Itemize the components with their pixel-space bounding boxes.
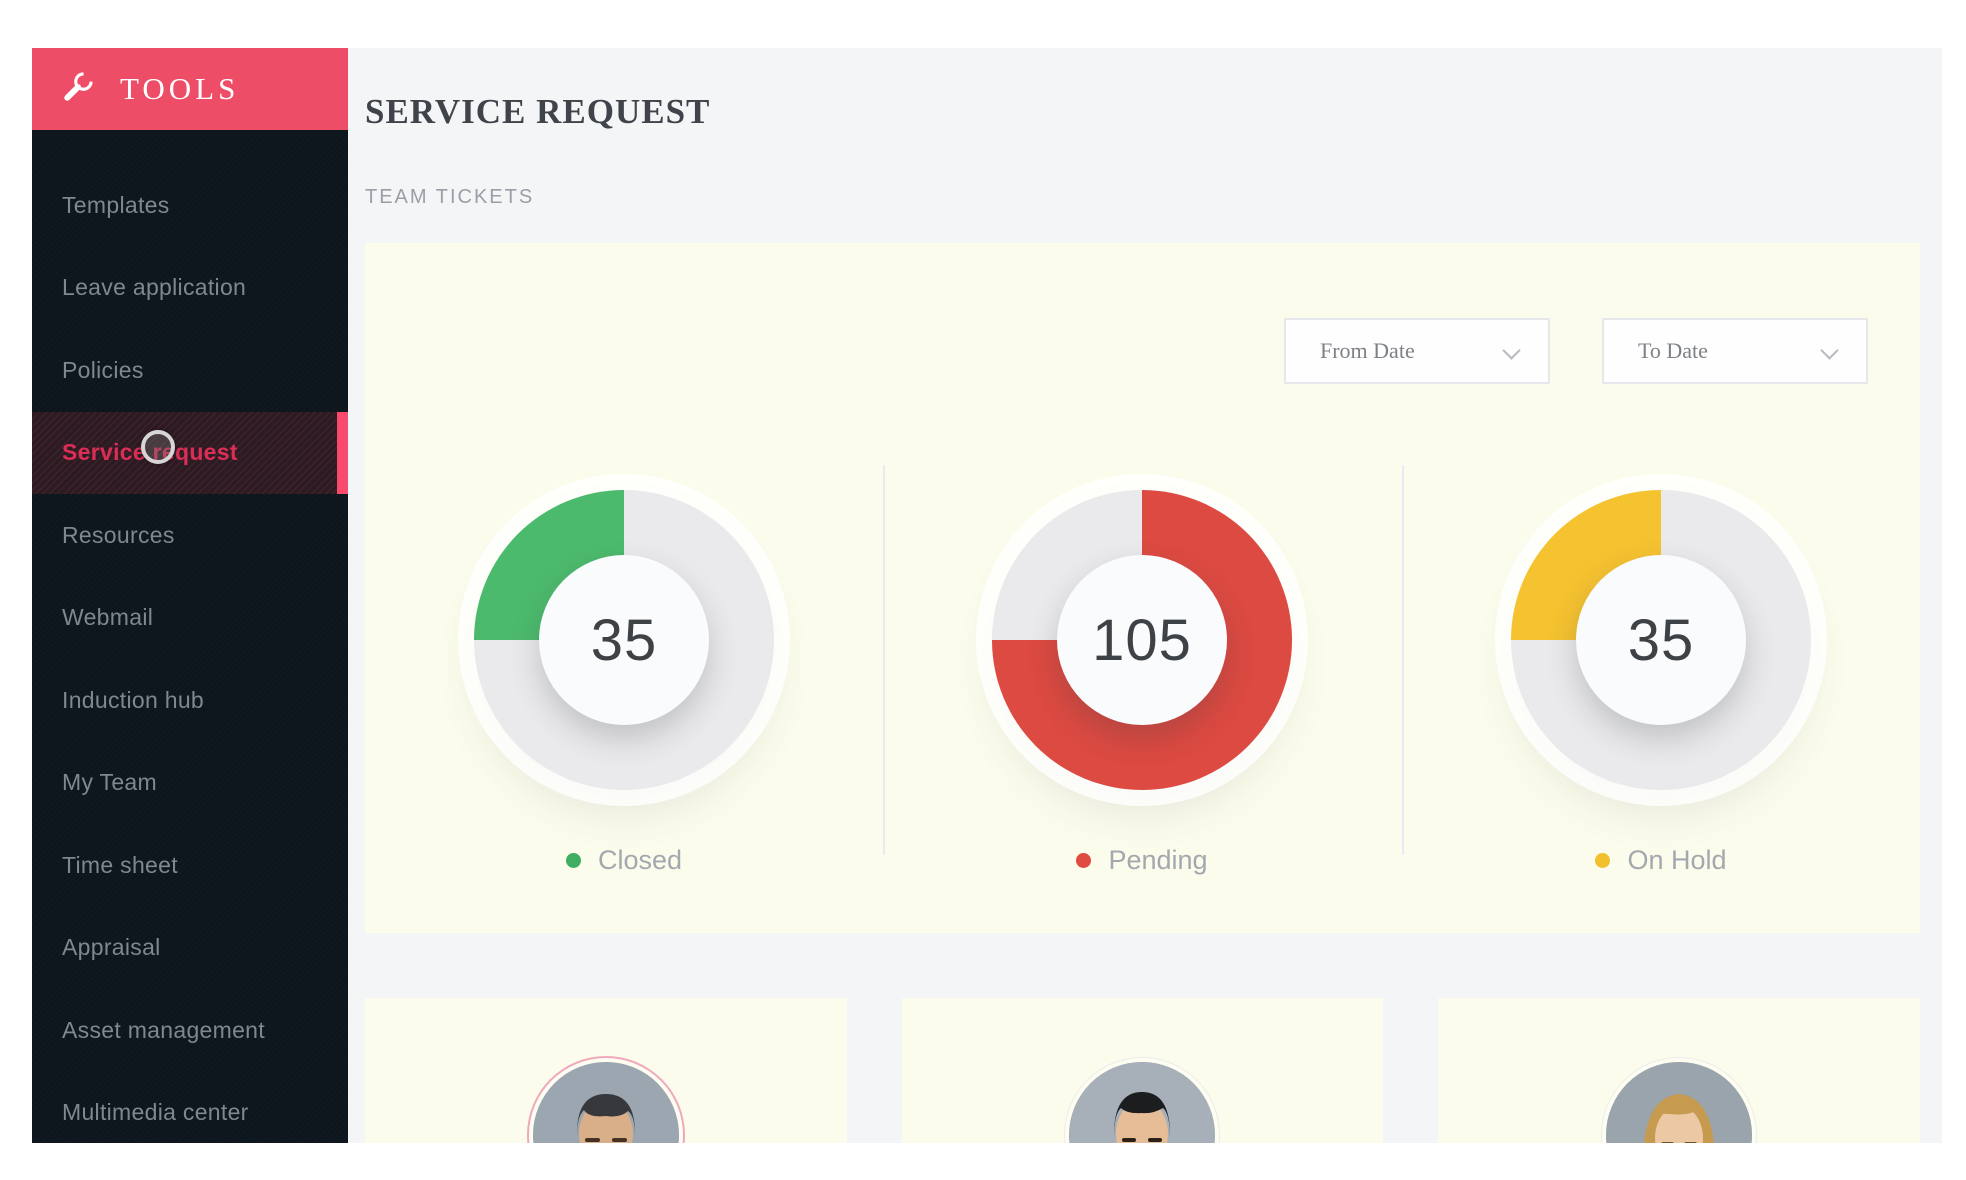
green-legend-dot bbox=[565, 853, 581, 868]
closed-donut-chart: 35 bbox=[474, 490, 774, 790]
onhold-legend: On Hold bbox=[1402, 845, 1920, 876]
sidebar-menu: Templates Leave application Policies Ser… bbox=[32, 164, 348, 1143]
main-content: SERVICE REQUEST TEAM TICKETS From Date T… bbox=[348, 48, 1942, 1143]
male-avatar-black-hair bbox=[1069, 1062, 1216, 1143]
red-legend-dot bbox=[1076, 853, 1092, 868]
onhold-legend-label: On Hold bbox=[1627, 845, 1727, 875]
female-avatar-blonde-hair bbox=[1606, 1062, 1753, 1143]
vertical-divider bbox=[883, 465, 885, 855]
pending-tickets-gauge: 105 Pending bbox=[883, 243, 1401, 933]
donut-inner-circle bbox=[539, 555, 709, 725]
sidebar-item-templates[interactable]: Templates bbox=[62, 191, 170, 218]
onhold-donut-chart: 35 bbox=[1511, 490, 1811, 790]
sidebar-item-my-team[interactable]: My Team bbox=[62, 769, 157, 796]
sidebar-item-service-request[interactable]: Service request bbox=[32, 411, 348, 494]
dashboard-app: TOOLS Templates Leave application Polici… bbox=[32, 48, 1942, 1143]
pending-count: 105 bbox=[1092, 607, 1192, 673]
click-indicator-ring bbox=[141, 430, 175, 464]
sidebar-item-induction-hub[interactable]: Induction hub bbox=[62, 686, 205, 713]
from-date-label: From Date bbox=[1320, 338, 1415, 363]
pending-donut-chart: 105 bbox=[992, 490, 1292, 790]
sidebar-item-resources[interactable]: Resources bbox=[62, 521, 175, 548]
sidebar-header: TOOLS bbox=[32, 48, 348, 130]
sidebar-item-multimedia-center[interactable]: Multimedia center bbox=[62, 1099, 249, 1126]
from-date-dropdown[interactable]: From Date bbox=[1284, 318, 1550, 384]
sidebar-item-asset-management[interactable]: Asset management bbox=[62, 1016, 265, 1043]
to-date-label: To Date bbox=[1638, 338, 1708, 363]
sidebar: TOOLS Templates Leave application Polici… bbox=[32, 48, 348, 1143]
sidebar-item-time-sheet[interactable]: Time sheet bbox=[62, 851, 178, 878]
closed-tickets-gauge: 35 Closed bbox=[365, 243, 883, 933]
to-date-dropdown[interactable]: To Date bbox=[1602, 318, 1868, 384]
sidebar-item-appraisal[interactable]: Appraisal bbox=[62, 934, 161, 961]
onhold-tickets-gauge: 35 On Hold bbox=[1402, 243, 1920, 933]
yellow-legend-dot bbox=[1595, 853, 1611, 868]
page-title: SERVICE REQUEST bbox=[365, 92, 711, 131]
closed-count: 35 bbox=[590, 607, 658, 673]
pending-legend-label: Pending bbox=[1108, 845, 1208, 875]
team-tickets-panel: From Date To Date 35 Closed bbox=[365, 243, 1920, 933]
sidebar-item-webmail[interactable]: Webmail bbox=[62, 604, 154, 631]
vertical-divider bbox=[1402, 465, 1404, 855]
team-member-card[interactable] bbox=[1438, 998, 1920, 1143]
donut-inner-circle bbox=[1576, 555, 1746, 725]
male-avatar-dark-hair bbox=[532, 1062, 679, 1143]
sidebar-item-policies[interactable]: Policies bbox=[62, 356, 144, 383]
sidebar-item-leave-application[interactable]: Leave application bbox=[62, 274, 247, 301]
closed-legend-label: Closed bbox=[597, 845, 683, 875]
team-member-card[interactable] bbox=[365, 998, 847, 1143]
sidebar-title: TOOLS bbox=[120, 71, 240, 106]
closed-legend: Closed bbox=[365, 845, 883, 876]
wrench-icon bbox=[60, 69, 96, 110]
onhold-count: 35 bbox=[1627, 607, 1695, 673]
section-subtitle: TEAM TICKETS bbox=[365, 186, 535, 208]
team-member-card[interactable] bbox=[901, 998, 1384, 1143]
pending-legend: Pending bbox=[883, 845, 1401, 876]
team-member-cards bbox=[365, 998, 1920, 1143]
donut-inner-circle bbox=[1057, 555, 1227, 725]
